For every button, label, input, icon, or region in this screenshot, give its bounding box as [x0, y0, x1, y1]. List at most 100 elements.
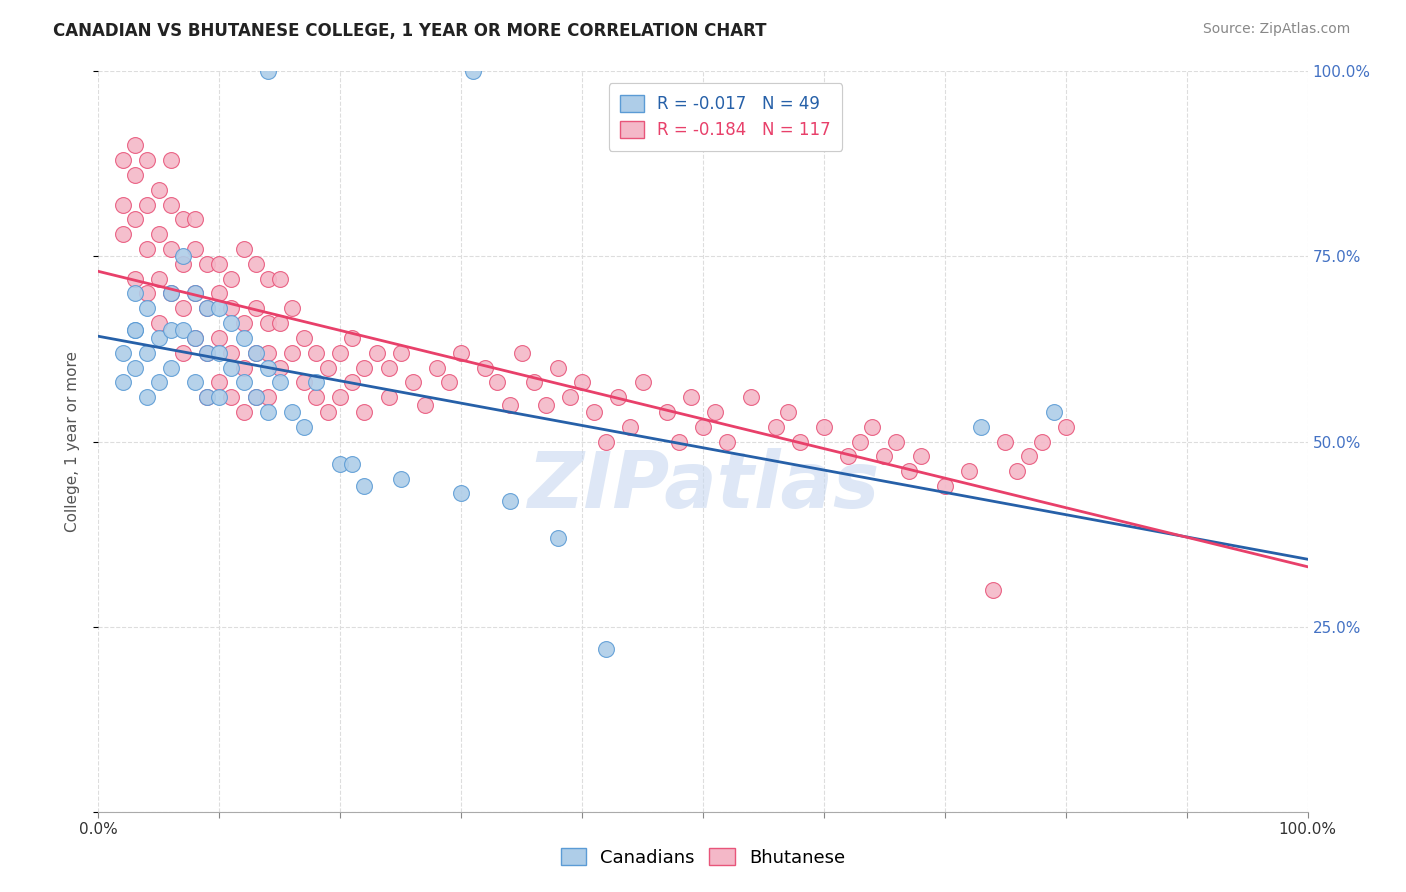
Point — [124, 168, 146, 182]
Point — [413, 398, 436, 412]
Point — [208, 331, 231, 345]
Point — [172, 345, 194, 359]
Point — [292, 376, 315, 390]
Point — [583, 405, 606, 419]
Point — [377, 360, 399, 375]
Point — [281, 301, 304, 316]
Point — [184, 212, 207, 227]
Point — [172, 324, 194, 338]
Point — [402, 376, 425, 390]
Point — [450, 345, 472, 359]
Point — [160, 286, 183, 301]
Point — [377, 390, 399, 404]
Point — [256, 345, 278, 359]
Point — [292, 419, 315, 434]
Point — [269, 376, 291, 390]
Point — [221, 271, 243, 285]
Point — [631, 376, 654, 390]
Point — [135, 301, 157, 316]
Point — [208, 345, 231, 359]
Point — [474, 360, 496, 375]
Point — [849, 434, 872, 449]
Point — [208, 390, 231, 404]
Point — [124, 324, 146, 338]
Point — [957, 464, 980, 478]
Point — [450, 486, 472, 500]
Point — [668, 434, 690, 449]
Point — [111, 376, 134, 390]
Point — [111, 197, 134, 211]
Point — [595, 641, 617, 656]
Point — [184, 286, 207, 301]
Point — [135, 197, 157, 211]
Point — [148, 316, 170, 330]
Point — [329, 345, 352, 359]
Point — [486, 376, 509, 390]
Point — [1031, 434, 1053, 449]
Point — [1054, 419, 1077, 434]
Point — [160, 197, 183, 211]
Point — [256, 316, 278, 330]
Point — [740, 390, 762, 404]
Point — [716, 434, 738, 449]
Text: Source: ZipAtlas.com: Source: ZipAtlas.com — [1202, 22, 1350, 37]
Point — [1007, 464, 1029, 478]
Point — [281, 345, 304, 359]
Point — [342, 376, 364, 390]
Point — [172, 212, 194, 227]
Text: ZIPatlas: ZIPatlas — [527, 448, 879, 524]
Point — [463, 64, 485, 78]
Point — [256, 271, 278, 285]
Point — [195, 301, 218, 316]
Point — [184, 242, 207, 256]
Point — [135, 242, 157, 256]
Point — [595, 434, 617, 449]
Point — [245, 301, 267, 316]
Point — [607, 390, 630, 404]
Point — [1042, 405, 1064, 419]
Point — [245, 390, 267, 404]
Point — [208, 376, 231, 390]
Point — [184, 331, 207, 345]
Point — [523, 376, 546, 390]
Point — [195, 390, 218, 404]
Legend: R = -0.017   N = 49, R = -0.184   N = 117: R = -0.017 N = 49, R = -0.184 N = 117 — [609, 83, 842, 151]
Point — [172, 301, 194, 316]
Point — [837, 450, 859, 464]
Point — [510, 345, 533, 359]
Point — [232, 331, 254, 345]
Point — [135, 345, 157, 359]
Point — [498, 493, 520, 508]
Point — [389, 471, 412, 485]
Point — [148, 271, 170, 285]
Point — [195, 345, 218, 359]
Point — [316, 360, 339, 375]
Point — [245, 257, 267, 271]
Point — [148, 227, 170, 242]
Point — [208, 257, 231, 271]
Point — [221, 316, 243, 330]
Point — [148, 331, 170, 345]
Point — [547, 531, 569, 545]
Point — [389, 345, 412, 359]
Point — [124, 286, 146, 301]
Point — [111, 345, 134, 359]
Point — [366, 345, 388, 359]
Point — [245, 345, 267, 359]
Point — [232, 360, 254, 375]
Point — [981, 582, 1004, 597]
Point — [195, 257, 218, 271]
Point — [232, 405, 254, 419]
Point — [679, 390, 702, 404]
Point — [184, 331, 207, 345]
Point — [329, 390, 352, 404]
Point — [886, 434, 908, 449]
Point — [232, 376, 254, 390]
Point — [426, 360, 449, 375]
Point — [316, 405, 339, 419]
Point — [184, 376, 207, 390]
Point — [124, 324, 146, 338]
Point — [221, 390, 243, 404]
Point — [789, 434, 811, 449]
Point — [305, 390, 328, 404]
